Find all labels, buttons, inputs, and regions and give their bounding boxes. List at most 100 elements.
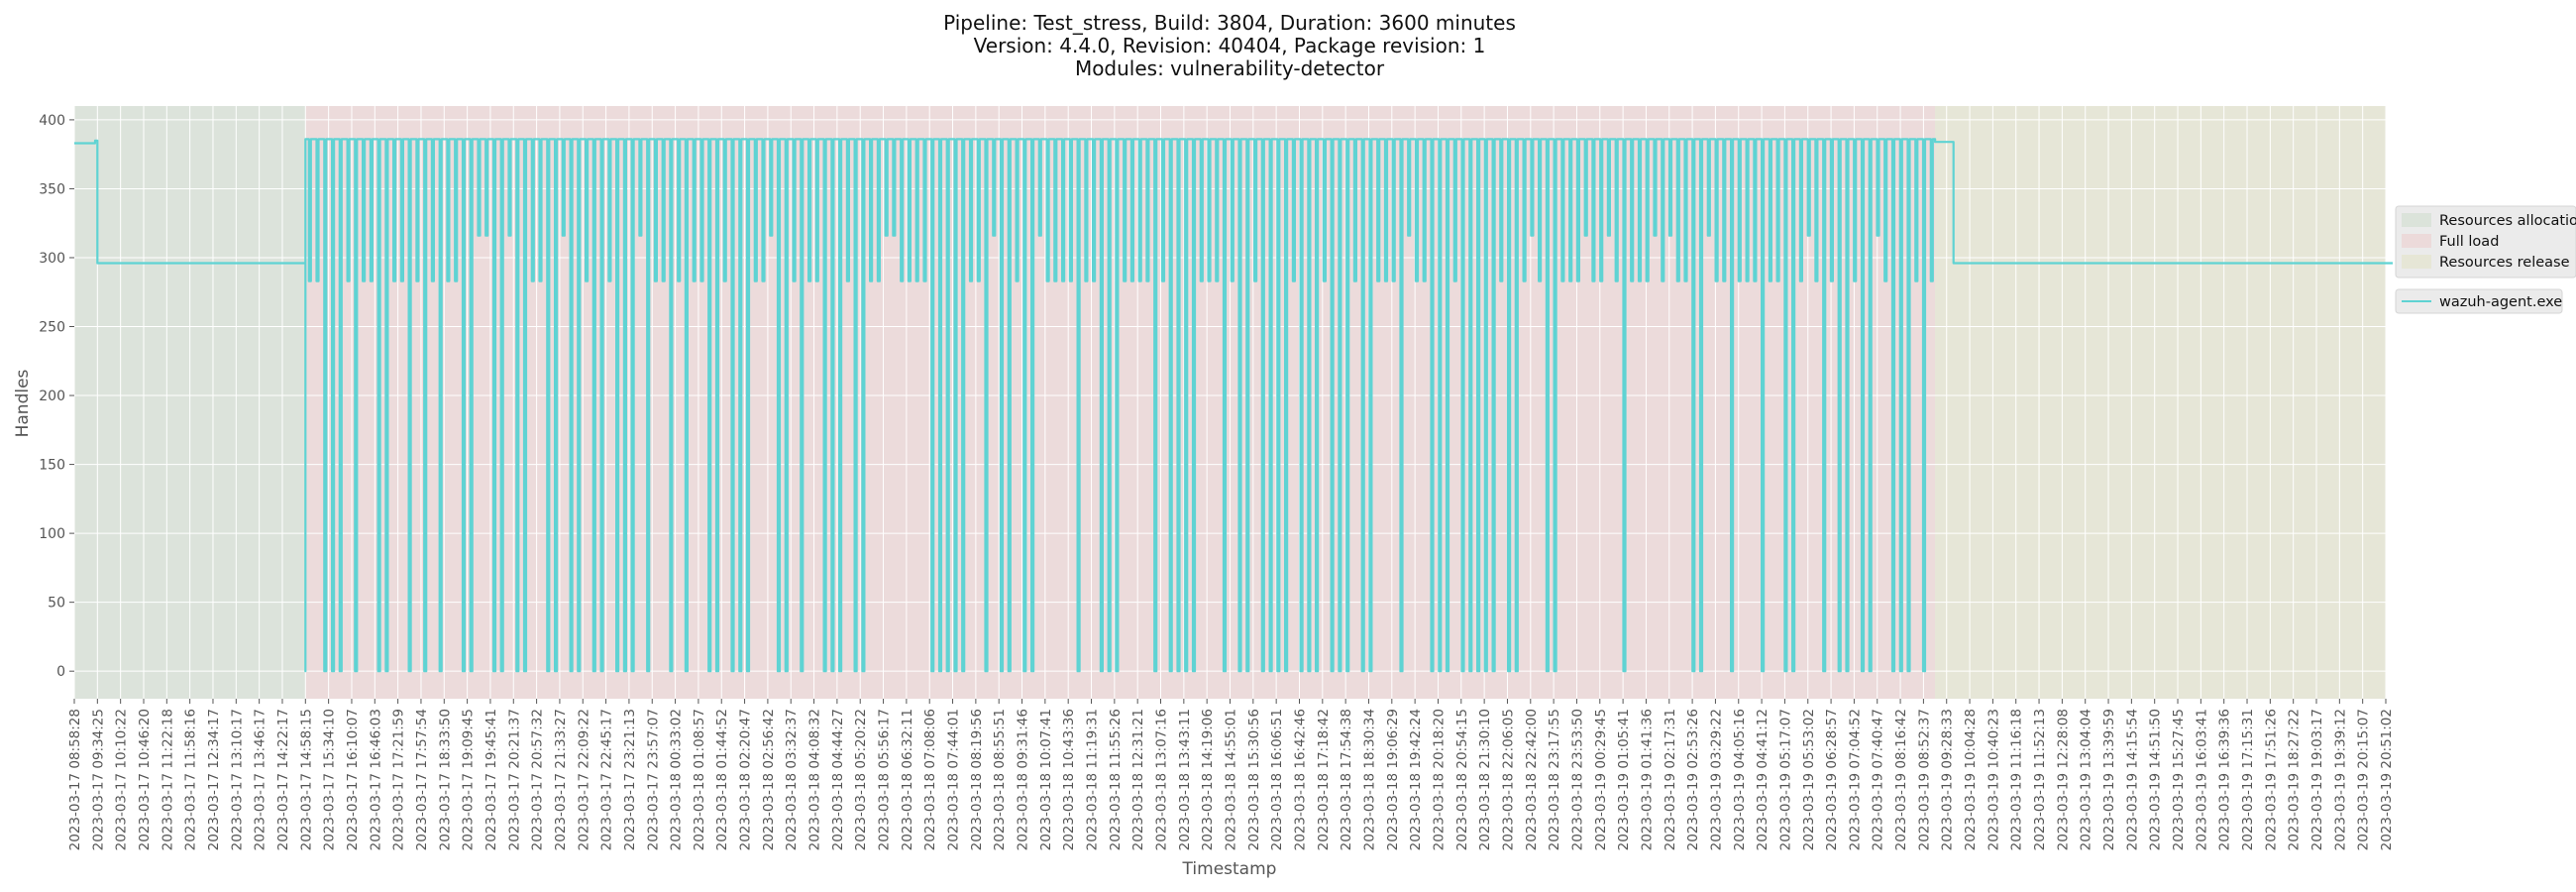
x-tick-label: 2023-03-17 08:58:28 <box>67 709 83 850</box>
x-tick-label: 2023-03-18 10:07:41 <box>1038 709 1054 850</box>
x-tick-label: 2023-03-18 17:18:42 <box>1316 709 1332 850</box>
x-tick-label: 2023-03-18 21:30:10 <box>1477 709 1493 850</box>
x-tick-label: 2023-03-18 13:07:16 <box>1154 709 1170 850</box>
legend-series-label-0: wazuh-agent.exe <box>2439 294 2562 310</box>
x-tick-label: 2023-03-19 04:05:16 <box>1732 709 1748 850</box>
x-tick-label: 2023-03-18 11:55:26 <box>1108 709 1124 850</box>
x-tick-label: 2023-03-17 21:33:27 <box>553 709 569 850</box>
x-tick-label: 2023-03-19 10:04:28 <box>1963 709 1979 850</box>
x-tick-label: 2023-03-19 13:04:04 <box>2079 709 2094 850</box>
x-tick-label: 2023-03-17 11:22:18 <box>160 709 175 850</box>
x-tick-label: 2023-03-17 20:57:32 <box>530 709 546 850</box>
y-tick-label: 50 <box>48 596 65 612</box>
x-tick-label: 2023-03-18 01:08:57 <box>692 709 707 850</box>
x-axis-ticks: 2023-03-17 08:58:28 2023-03-17 09:34:25 20… <box>67 699 2395 850</box>
x-tick-label: 2023-03-18 23:17:55 <box>1547 709 1562 850</box>
x-tick-label: 2023-03-17 09:34:25 <box>90 709 106 850</box>
x-tick-label: 2023-03-17 15:34:10 <box>322 709 338 850</box>
x-tick-label: 2023-03-19 14:51:50 <box>2148 709 2164 850</box>
x-tick-label: 2023-03-18 05:20:22 <box>853 709 869 850</box>
x-axis-label: Timestamp <box>1182 859 1277 879</box>
x-tick-label: 2023-03-19 08:16:42 <box>1893 709 1909 850</box>
legend-swatch-1 <box>2402 234 2431 248</box>
y-tick-label: 400 <box>39 113 65 129</box>
x-tick-label: 2023-03-17 19:45:41 <box>483 709 499 850</box>
x-tick-label: 2023-03-19 09:28:33 <box>1940 709 1956 850</box>
x-tick-label: 2023-03-19 00:29:45 <box>1593 709 1609 850</box>
series-line-0 <box>74 138 2393 673</box>
x-tick-label: 2023-03-18 20:54:15 <box>1454 709 1470 850</box>
x-tick-label: 2023-03-19 18:27:22 <box>2287 709 2303 850</box>
legend-swatch-2 <box>2402 255 2431 269</box>
x-tick-label: 2023-03-17 12:34:17 <box>206 709 222 850</box>
x-tick-label: 2023-03-17 10:10:22 <box>114 709 130 850</box>
x-tick-label: 2023-03-19 03:29:22 <box>1708 709 1724 850</box>
y-tick-label: 100 <box>39 526 65 542</box>
x-tick-label: 2023-03-19 07:40:47 <box>1871 709 1886 850</box>
x-tick-label: 2023-03-18 23:53:50 <box>1569 709 1585 850</box>
legend-label-0: Resources allocation <box>2439 213 2576 229</box>
x-tick-label: 2023-03-18 06:32:11 <box>900 709 915 850</box>
phase-band-2 <box>1935 106 2386 699</box>
legend-swatch-0 <box>2402 213 2431 227</box>
x-tick-label: 2023-03-18 18:30:34 <box>1361 709 1377 850</box>
x-tick-label: 2023-03-19 13:39:59 <box>2101 709 2117 850</box>
x-tick-label: 2023-03-17 13:10:17 <box>229 709 245 850</box>
x-tick-label: 2023-03-19 05:53:02 <box>1801 709 1817 850</box>
x-tick-label: 2023-03-18 07:44:01 <box>946 709 962 850</box>
y-axis-label: Handles <box>13 369 33 437</box>
x-tick-label: 2023-03-18 08:19:56 <box>969 709 985 850</box>
x-tick-label: 2023-03-17 14:58:15 <box>298 709 314 850</box>
y-axis-ticks: 0 50 100 150 200 250 300 350 400 <box>39 113 74 680</box>
x-tick-label: 2023-03-18 17:54:38 <box>1339 709 1354 850</box>
x-tick-label: 2023-03-18 05:56:17 <box>877 709 893 850</box>
x-tick-label: 2023-03-17 11:58:16 <box>183 709 199 850</box>
x-tick-label: 2023-03-18 07:08:06 <box>922 709 938 850</box>
x-tick-label: 2023-03-19 20:15:07 <box>2356 709 2372 850</box>
x-tick-label: 2023-03-18 14:19:06 <box>1200 709 1216 850</box>
y-tick-label: 0 <box>56 664 65 680</box>
x-tick-label: 2023-03-17 20:21:37 <box>506 709 522 850</box>
x-tick-label: 2023-03-18 14:55:01 <box>1224 709 1239 850</box>
x-tick-label: 2023-03-17 16:10:07 <box>345 709 361 850</box>
x-tick-label: 2023-03-17 22:45:17 <box>599 709 615 850</box>
y-tick-label: 200 <box>39 389 65 404</box>
x-tick-label: 2023-03-18 01:44:52 <box>714 709 730 850</box>
x-tick-label: 2023-03-17 18:33:50 <box>437 709 453 850</box>
x-tick-label: 2023-03-19 15:27:45 <box>2171 709 2187 850</box>
x-tick-label: 2023-03-18 22:42:00 <box>1524 709 1540 850</box>
x-tick-label: 2023-03-17 19:09:45 <box>461 709 477 850</box>
x-tick-label: 2023-03-18 12:31:21 <box>1130 709 1146 850</box>
x-tick-label: 2023-03-17 13:46:17 <box>253 709 268 850</box>
x-tick-label: 2023-03-19 16:39:36 <box>2217 709 2233 850</box>
x-tick-label: 2023-03-17 14:22:17 <box>275 709 291 850</box>
x-tick-label: 2023-03-19 05:17:07 <box>1777 709 1793 850</box>
legend-phases-box <box>2395 205 2576 279</box>
x-tick-label: 2023-03-19 12:28:08 <box>2055 709 2071 850</box>
x-tick-label: 2023-03-19 17:15:31 <box>2240 709 2256 850</box>
x-tick-label: 2023-03-19 02:53:26 <box>1685 709 1701 850</box>
x-tick-label: 2023-03-19 16:03:41 <box>2194 709 2209 850</box>
x-tick-label: 2023-03-18 16:42:46 <box>1292 709 1308 850</box>
y-tick-label: 300 <box>39 251 65 267</box>
x-tick-label: 2023-03-18 02:20:47 <box>738 709 754 850</box>
legend-label-1: Full load <box>2439 234 2499 250</box>
y-tick-label: 150 <box>39 458 65 474</box>
x-tick-label: 2023-03-17 23:21:13 <box>622 709 638 850</box>
x-tick-label: 2023-03-18 08:55:51 <box>992 709 1008 850</box>
y-tick-label: 250 <box>39 320 65 336</box>
x-tick-label: 2023-03-18 09:31:46 <box>1016 709 1031 850</box>
x-tick-label: 2023-03-18 16:06:51 <box>1269 709 1285 850</box>
x-tick-label: 2023-03-19 08:52:37 <box>1916 709 1932 850</box>
legend-series-box <box>2395 288 2563 314</box>
title-line-1: Pipeline: Test_stress, Build: 3804, Dura… <box>943 11 1516 35</box>
x-tick-label: 2023-03-17 16:46:03 <box>368 709 383 850</box>
x-tick-label: 2023-03-19 11:52:13 <box>2032 709 2048 850</box>
x-tick-label: 2023-03-17 10:46:20 <box>137 709 153 850</box>
x-tick-label: 2023-03-19 02:17:31 <box>1663 709 1678 850</box>
x-tick-label: 2023-03-18 02:56:42 <box>761 709 777 850</box>
x-tick-label: 2023-03-17 22:09:22 <box>576 709 591 850</box>
x-tick-label: 2023-03-19 04:41:12 <box>1755 709 1771 850</box>
x-tick-label: 2023-03-19 01:05:41 <box>1616 709 1632 850</box>
